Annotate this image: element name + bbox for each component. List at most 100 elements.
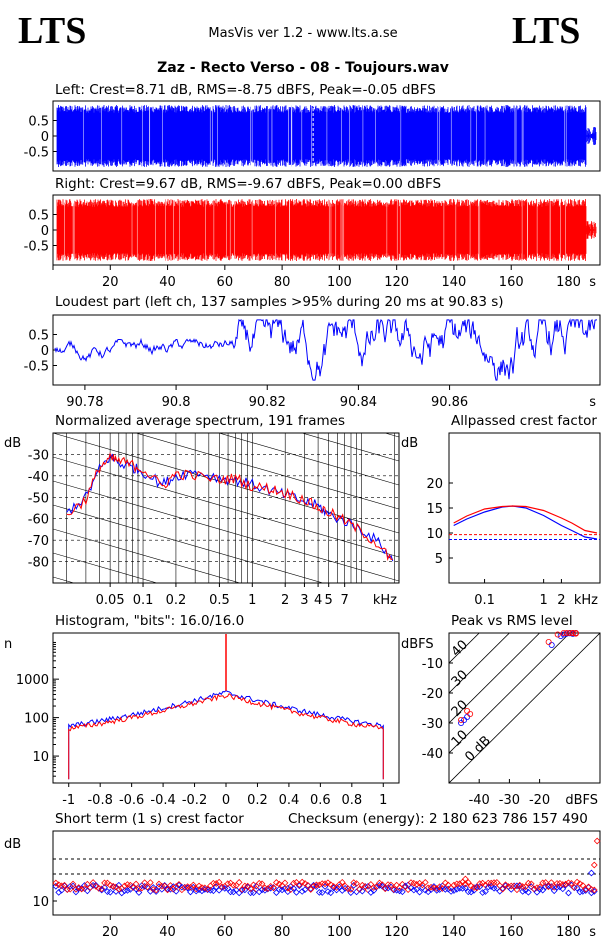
peak-rms-point-right: [464, 708, 471, 715]
crest-point-left: [250, 889, 257, 897]
crest-point-left: [161, 882, 169, 889]
crest-point-left: [553, 883, 561, 891]
crest-point-right: [545, 883, 552, 891]
crest-point-right: [410, 879, 418, 887]
histogram-title: Histogram, "bits": 16.0/16.0: [55, 613, 245, 629]
time-xtick-label: 160: [499, 275, 524, 290]
crest-ylabel: dB: [4, 837, 21, 852]
crest-point-left: [273, 889, 280, 896]
peak-rms-diagonal: [449, 633, 510, 694]
crest-point-right: [527, 880, 535, 888]
crest-point-right: [81, 885, 88, 892]
crest-point-left: [210, 887, 217, 895]
crest-point-right: [421, 879, 429, 886]
crest-point-right: [284, 884, 292, 892]
crest-point-right: [507, 882, 515, 890]
peak-rms-diagonal: [449, 633, 480, 664]
crest-point-right: [121, 882, 128, 890]
allpassed-series-left: [453, 505, 598, 540]
allpassed-ytick-label: 15: [426, 502, 443, 517]
loudest-xtick-label: 90.82: [249, 395, 286, 410]
crest-point-right: [424, 884, 432, 892]
crest-point-right: [58, 882, 65, 890]
time-unit-label: s: [589, 275, 596, 290]
logo-left: LTS: [18, 10, 87, 52]
loudest-xtick-label: 90.8: [162, 395, 191, 410]
loudest-part-title: Loudest part (left ch, 137 samples >95% …: [55, 294, 504, 310]
spectrum-slope: [53, 697, 399, 797]
crest-point-right: [86, 884, 94, 891]
crest-point-right: [353, 880, 360, 887]
crest-point-right: [198, 884, 206, 891]
histogram-ylabel: n: [4, 637, 12, 652]
crest-point-right: [195, 882, 203, 890]
crest-point-left: [522, 886, 529, 894]
histogram-xtick-label: -0.4: [150, 793, 175, 808]
crest-point-right: [562, 880, 569, 888]
crest-xtick-label: 20: [102, 925, 119, 940]
crest-point-right: [338, 878, 346, 886]
crest-xtick-label: 100: [327, 925, 352, 940]
spectrum-xtick-label: 4: [314, 593, 322, 608]
peak-rms-point-right: [569, 630, 576, 637]
spectrum-xtick-label: 0.2: [166, 593, 187, 608]
time-xtick-label: 100: [327, 275, 352, 290]
crest-point-left: [364, 882, 372, 890]
peak-rms-diagonal: [449, 633, 541, 724]
crest-point-right: [72, 885, 80, 893]
crest-point-left: [484, 883, 492, 891]
loudest-xtick-label: 90.78: [66, 395, 103, 410]
peak-rms-ytick-label: -10: [422, 657, 443, 672]
crest-point-right: [462, 880, 469, 888]
allpassed-ylabel: dB: [401, 436, 418, 451]
peak-rms-point-right: [554, 631, 561, 638]
crest-point-right: [413, 880, 421, 888]
loudest-xtick-label: 90.86: [431, 395, 468, 410]
crest-xtick-label: 180: [556, 925, 581, 940]
left-channel-title: Left: Crest=8.71 dB, RMS=-8.75 dBFS, Pea…: [55, 82, 436, 98]
crest-point-left: [370, 887, 378, 894]
allpassed-series-right: [453, 505, 598, 534]
histogram-series-right: [68, 692, 384, 780]
crest-point-left: [487, 883, 495, 890]
crest-point-right: [230, 881, 237, 889]
histogram-ytick-label: 100: [24, 712, 49, 727]
spectrum-xtick-label: 1: [248, 593, 256, 608]
left-waveform-signal-path: [56, 105, 587, 167]
peak-rms-xlabel: dBFS: [565, 793, 598, 808]
crest-point-left: [453, 885, 461, 893]
crest-point-right: [404, 886, 412, 893]
allpassed-xtick-label: 0.1: [474, 593, 495, 608]
crest-point-left: [588, 869, 595, 877]
crest-point-right: [479, 879, 486, 887]
crest-point-left: [278, 886, 286, 894]
crest-point-left: [456, 884, 464, 892]
crest-point-right: [115, 885, 123, 893]
crest-point-right: [513, 886, 521, 894]
spectrum-ytick-label: -80: [28, 556, 49, 571]
spectrum-xtick-label: 3: [300, 593, 308, 608]
crest-point-left: [401, 882, 409, 890]
spectrum-xtick-label: 0.05: [96, 593, 125, 608]
crest-point-left: [390, 886, 398, 894]
spectrum-slope: [134, 433, 399, 510]
crest-point-left: [290, 885, 297, 892]
crest-point-right: [547, 879, 555, 886]
crest-point-right: [158, 882, 166, 890]
spectrum-ytick-label: -50: [28, 491, 49, 506]
crest-frame: [52, 830, 601, 916]
crest-point-right: [210, 879, 217, 887]
crest-point-right: [172, 883, 180, 890]
crest-point-right: [212, 880, 220, 887]
allpassed-xtick-label: 2: [557, 593, 565, 608]
crest-point-left: [187, 888, 194, 896]
crest-point-right: [310, 882, 317, 890]
time-xtick-label: 20: [102, 275, 119, 290]
left-waveform-ytick-label: 0: [41, 130, 49, 145]
spectrum-ytick-label: -30: [28, 448, 49, 463]
peak-rms-point-left: [464, 714, 471, 721]
spectrum-frame: [52, 432, 400, 584]
peak-rms-point-right: [566, 630, 573, 637]
crest-point-left: [542, 883, 549, 891]
peak-rms-point-right: [467, 711, 474, 718]
